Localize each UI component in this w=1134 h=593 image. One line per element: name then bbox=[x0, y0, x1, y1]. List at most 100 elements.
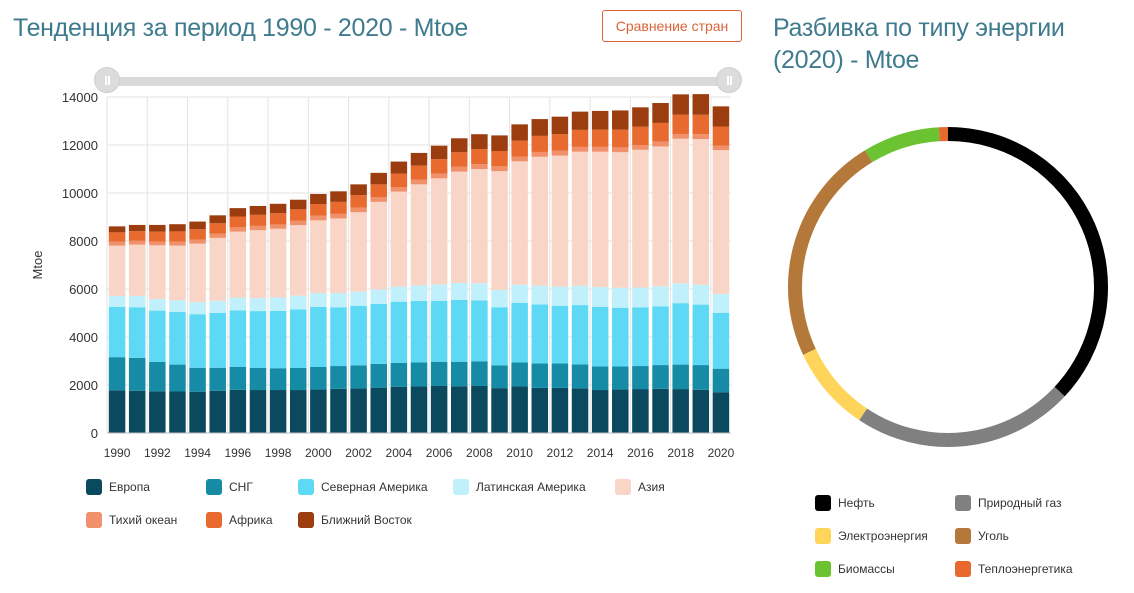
bar-segment-2004-снг[interactable] bbox=[390, 362, 408, 387]
bar-segment-2020-северная-америка[interactable] bbox=[712, 312, 730, 369]
bar-segment-2014-ближний-восток[interactable] bbox=[591, 110, 609, 130]
bar-segment-2010-латинская-америка[interactable] bbox=[511, 284, 528, 303]
bar-segment-1997-тихий-океан[interactable] bbox=[249, 225, 267, 231]
bar-segment-1993-латинская-америка[interactable] bbox=[169, 300, 186, 313]
bar-segment-2013-латинская-америка[interactable] bbox=[571, 285, 589, 306]
bar-segment-2007-латинская-америка[interactable] bbox=[451, 283, 468, 300]
bar-segment-2012-африка[interactable] bbox=[551, 134, 569, 151]
bar-segment-2001-снг[interactable] bbox=[330, 366, 347, 389]
bar-segment-2008-латинская-америка[interactable] bbox=[471, 283, 488, 301]
bar-segment-2011-тихий-океан[interactable] bbox=[531, 151, 549, 157]
bar-segment-2011-европа[interactable] bbox=[531, 387, 549, 433]
bar-segment-2003-тихий-океан[interactable] bbox=[370, 197, 387, 202]
year-range-slider-track[interactable] bbox=[106, 77, 728, 86]
bar-segment-2001-латинская-америка[interactable] bbox=[330, 293, 347, 308]
bar-segment-1994-северная-америка[interactable] bbox=[189, 314, 206, 368]
bar-segment-2017-европа[interactable] bbox=[652, 388, 669, 433]
bar-segment-1990-латинская-америка[interactable] bbox=[108, 295, 126, 307]
bar-segment-2020-латинская-америка[interactable] bbox=[712, 294, 730, 313]
bar-segment-2016-азия[interactable] bbox=[632, 149, 649, 288]
bar-segment-2010-снг[interactable] bbox=[511, 362, 528, 387]
bar-segment-2000-азия[interactable] bbox=[310, 220, 327, 294]
bar-segment-2005-тихий-океан[interactable] bbox=[410, 179, 428, 185]
legend-item-электроэнергия[interactable]: Электроэнергия bbox=[815, 528, 928, 544]
bar-segment-1996-латинская-америка[interactable] bbox=[229, 297, 247, 311]
bar-segment-2009-ближний-восток[interactable] bbox=[491, 135, 508, 151]
bar-segment-2017-тихий-океан[interactable] bbox=[652, 141, 669, 147]
bar-segment-2014-снг[interactable] bbox=[591, 366, 609, 391]
bar-segment-2013-африка[interactable] bbox=[571, 129, 589, 147]
bar-segment-2006-латинская-америка[interactable] bbox=[430, 284, 448, 301]
bar-segment-1991-азия[interactable] bbox=[128, 244, 146, 296]
bar-segment-1994-тихий-океан[interactable] bbox=[189, 239, 206, 244]
bar-segment-2004-азия[interactable] bbox=[390, 191, 408, 287]
bar-segment-2017-африка[interactable] bbox=[652, 122, 669, 142]
bar-segment-2014-африка[interactable] bbox=[591, 129, 609, 147]
bar-segment-2012-европа[interactable] bbox=[551, 387, 569, 433]
bar-segment-1990-тихий-океан[interactable] bbox=[108, 241, 126, 246]
bar-segment-1999-ближний-восток[interactable] bbox=[289, 199, 307, 210]
bar-segment-1995-азия[interactable] bbox=[209, 237, 226, 301]
bar-segment-2002-африка[interactable] bbox=[350, 195, 367, 208]
bar-segment-2002-ближний-восток[interactable] bbox=[350, 184, 367, 196]
donut-slice-природный-газ[interactable] bbox=[859, 386, 1065, 447]
bar-segment-2003-северная-америка[interactable] bbox=[370, 303, 387, 364]
bar-segment-2020-ближний-восток[interactable] bbox=[712, 106, 730, 127]
bar-segment-1999-азия[interactable] bbox=[289, 225, 307, 296]
bar-segment-2006-ближний-восток[interactable] bbox=[430, 145, 448, 160]
bar-segment-1995-тихий-океан[interactable] bbox=[209, 233, 226, 238]
bar-segment-1996-европа[interactable] bbox=[229, 389, 247, 433]
bar-segment-2011-африка[interactable] bbox=[531, 135, 549, 152]
bar-segment-1993-ближний-восток[interactable] bbox=[169, 224, 186, 232]
bar-segment-1996-снг[interactable] bbox=[229, 366, 247, 390]
bar-segment-2006-тихий-океан[interactable] bbox=[430, 173, 448, 179]
bar-segment-1991-латинская-америка[interactable] bbox=[128, 295, 146, 308]
bar-segment-1998-латинская-америка[interactable] bbox=[269, 297, 287, 311]
bar-segment-2010-европа[interactable] bbox=[511, 386, 528, 433]
bar-segment-1996-ближний-восток[interactable] bbox=[229, 208, 247, 217]
bar-segment-1996-северная-америка[interactable] bbox=[229, 310, 247, 367]
bar-segment-2016-африка[interactable] bbox=[632, 126, 649, 145]
bar-segment-2012-латинская-америка[interactable] bbox=[551, 286, 569, 306]
bar-segment-1999-снг[interactable] bbox=[289, 367, 307, 391]
bar-segment-1998-северная-америка[interactable] bbox=[269, 310, 287, 369]
bar-segment-2001-азия[interactable] bbox=[330, 218, 347, 294]
bar-segment-2008-азия[interactable] bbox=[471, 169, 488, 284]
bar-segment-1996-африка[interactable] bbox=[229, 216, 247, 228]
bar-segment-2005-латинская-америка[interactable] bbox=[410, 285, 428, 301]
bar-segment-1996-азия[interactable] bbox=[229, 231, 247, 298]
donut-slice-электроэнергия[interactable] bbox=[803, 348, 868, 421]
bar-segment-1993-снг[interactable] bbox=[169, 364, 186, 392]
bar-segment-1990-северная-америка[interactable] bbox=[108, 307, 126, 358]
bar-segment-2015-тихий-океан[interactable] bbox=[612, 147, 629, 153]
bar-segment-1997-латинская-америка[interactable] bbox=[249, 298, 267, 312]
bar-segment-2016-европа[interactable] bbox=[632, 389, 649, 433]
bar-segment-1992-ближний-восток[interactable] bbox=[149, 224, 166, 232]
bar-segment-1994-африка[interactable] bbox=[189, 229, 206, 240]
bar-segment-2008-снг[interactable] bbox=[471, 361, 488, 386]
bar-segment-1998-азия[interactable] bbox=[269, 228, 287, 298]
bar-segment-2008-европа[interactable] bbox=[471, 385, 488, 433]
bar-segment-1990-европа[interactable] bbox=[108, 390, 126, 433]
bar-segment-1996-тихий-океан[interactable] bbox=[229, 227, 247, 232]
bar-segment-2013-азия[interactable] bbox=[571, 151, 589, 286]
bar-segment-2015-снг[interactable] bbox=[612, 366, 629, 390]
bar-segment-2008-северная-америка[interactable] bbox=[471, 300, 488, 362]
bar-segment-1992-снг[interactable] bbox=[149, 361, 166, 392]
bar-segment-2007-европа[interactable] bbox=[451, 386, 468, 433]
bar-segment-2009-африка[interactable] bbox=[491, 151, 508, 167]
bar-segment-1997-северная-америка[interactable] bbox=[249, 311, 267, 368]
legend-item-северная-америка[interactable]: Северная Америка bbox=[298, 479, 428, 495]
legend-item-теплоэнергетика[interactable]: Теплоэнергетика bbox=[955, 561, 1073, 577]
bar-segment-2018-африка[interactable] bbox=[672, 114, 689, 134]
bar-segment-1995-северная-америка[interactable] bbox=[209, 313, 226, 368]
bar-segment-2016-латинская-америка[interactable] bbox=[632, 287, 649, 308]
bar-segment-2014-европа[interactable] bbox=[591, 390, 609, 433]
bar-segment-1993-тихий-океан[interactable] bbox=[169, 241, 186, 246]
compare-countries-button[interactable]: Сравнение стран bbox=[602, 10, 742, 42]
bar-segment-2016-тихий-океан[interactable] bbox=[632, 145, 649, 150]
bar-segment-2003-латинская-америка[interactable] bbox=[370, 289, 387, 304]
bar-segment-1998-тихий-океан[interactable] bbox=[269, 224, 287, 229]
bar-segment-1993-европа[interactable] bbox=[169, 391, 186, 433]
bar-segment-2011-азия[interactable] bbox=[531, 156, 549, 286]
